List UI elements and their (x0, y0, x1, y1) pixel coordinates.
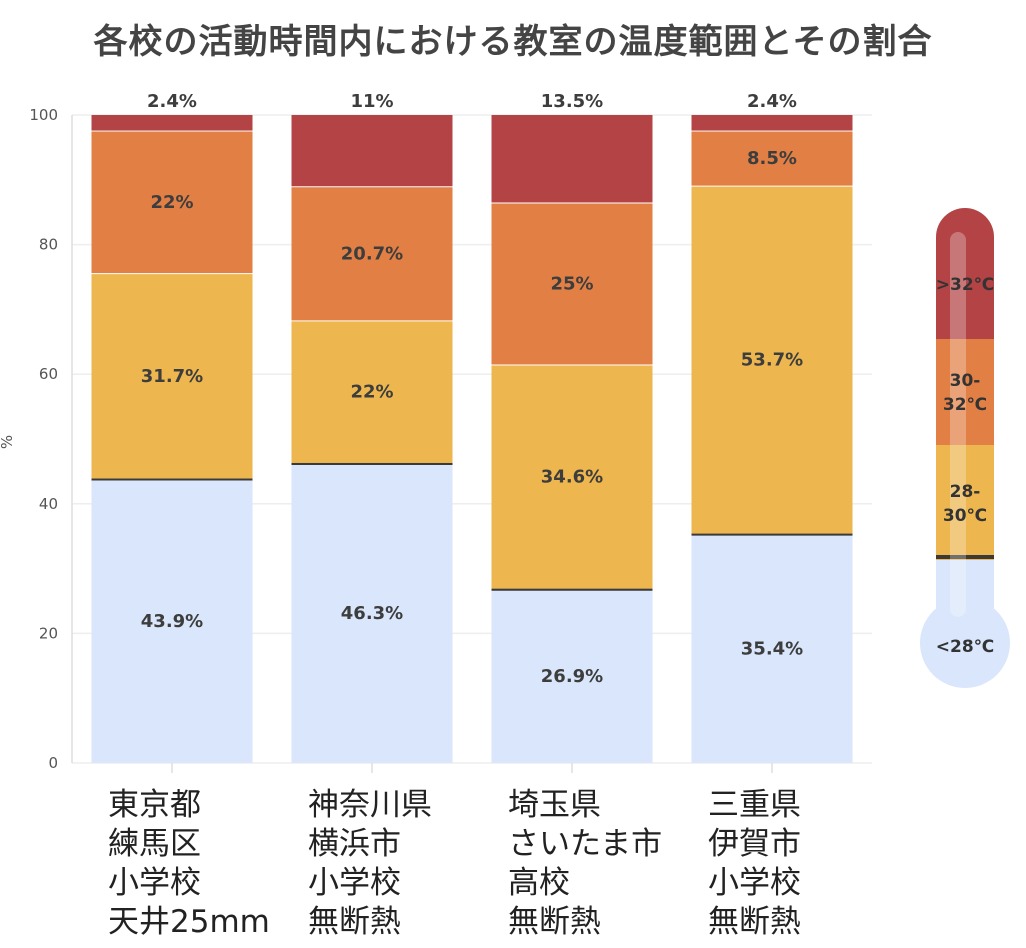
x-category-label: 高校 (508, 865, 570, 901)
x-category-label: 横浜市 (308, 826, 401, 862)
bar-segment (291, 320, 453, 463)
bars: 43.9% 31.7% 22% 2.4% 46.3% 22% 20.7% 11% 26.9% 34… (91, 91, 853, 763)
data-label: 26.9% (541, 666, 603, 687)
bar-segment (91, 273, 253, 479)
data-label: 8.5% (747, 148, 797, 169)
x-category-label: 神奈川県 (308, 787, 432, 823)
bar-segment (291, 462, 453, 763)
thermometer-segment (936, 208, 994, 339)
legend-label: >32℃ (936, 275, 995, 295)
y-tick-label: 60 (39, 365, 58, 383)
bar-segment (691, 130, 853, 186)
legend-label: 30- (950, 371, 981, 391)
y-tick-label: 40 (39, 495, 58, 513)
bar-segment (491, 202, 653, 365)
data-label: 35.4% (741, 638, 803, 659)
data-label: 22% (350, 382, 393, 403)
bar-segment (91, 478, 253, 763)
data-label: 25% (550, 273, 593, 294)
data-label: 43.9% (141, 611, 203, 632)
x-category-label: さいたま市 (508, 826, 662, 862)
chart-title: 各校の活動時間内における教室の温度範囲とその割合 (93, 22, 933, 62)
bar-segment (691, 115, 853, 131)
bar-segment (491, 115, 653, 203)
x-category-label: 小学校 (308, 865, 401, 901)
x-category-label: 埼玉県 (508, 787, 601, 823)
bar-segment (91, 115, 253, 131)
y-tick-label: 0 (48, 754, 58, 772)
thermometer-bulb (920, 598, 1010, 688)
thermometer-highlight (950, 232, 966, 617)
thermometer-segment (936, 339, 994, 445)
bar-segment (91, 130, 253, 274)
data-label: 31.7% (141, 366, 203, 387)
x-category-label: 伊賀市 (708, 826, 801, 862)
x-category-label: 小学校 (708, 865, 801, 901)
legend-label: 32℃ (943, 395, 987, 415)
thermometer-stem-base (936, 555, 994, 615)
data-label: 22% (150, 192, 193, 213)
data-label: 46.3% (341, 603, 403, 624)
data-label: 20.7% (341, 243, 403, 264)
x-category-label: 無断熱 (308, 904, 401, 940)
bar-segment (291, 186, 453, 321)
bar-segment (491, 588, 653, 763)
y-axis: 0 20 40 60 80 100 (29, 106, 73, 772)
bar-segment (491, 364, 653, 589)
y-tick-label: 80 (39, 236, 58, 254)
data-label: 11% (350, 91, 393, 112)
data-label: 2.4% (147, 91, 197, 112)
thermometer-segment (936, 445, 994, 560)
data-label: 2.4% (747, 91, 797, 112)
y-tick-label: 20 (39, 624, 58, 642)
x-category-label: 練馬区 (108, 826, 201, 862)
bar-segment (691, 533, 853, 763)
x-axis: 東京都練馬区小学校天井25mm神奈川県横浜市小学校無断熱埼玉県さいたま市高校無断… (108, 763, 801, 940)
y-tick-label: 100 (29, 106, 58, 124)
x-category-label: 無断熱 (508, 904, 601, 940)
y-axis-label: % (0, 435, 16, 449)
x-category-label: 天井25mm (108, 904, 270, 940)
data-label: 53.7% (741, 350, 803, 371)
data-label: 13.5% (541, 91, 603, 112)
x-category-label: 東京都 (108, 787, 201, 823)
bar-segment (691, 185, 853, 534)
data-label: 34.6% (541, 467, 603, 488)
x-category-label: 無断熱 (708, 904, 801, 940)
legend-label: <28℃ (936, 637, 995, 657)
x-category-label: 小学校 (108, 865, 201, 901)
legend-label: 30℃ (943, 506, 987, 526)
x-category-label: 三重県 (708, 787, 801, 823)
legend-label: 28- (950, 482, 981, 502)
thermometer-legend: >32℃ 30- 32℃ 28- 30℃ <28℃ (920, 208, 1010, 688)
bar-segment (291, 115, 453, 187)
